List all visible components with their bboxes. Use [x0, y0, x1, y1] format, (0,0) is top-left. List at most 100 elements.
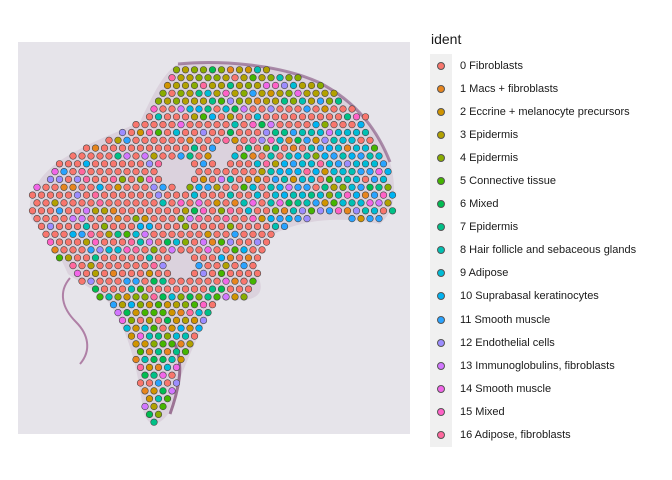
spot	[46, 207, 55, 215]
spot	[348, 168, 356, 176]
spot	[64, 254, 73, 262]
spot	[132, 309, 140, 317]
spot	[226, 128, 235, 137]
spot	[163, 97, 172, 105]
spot	[150, 262, 158, 270]
spot	[87, 230, 95, 238]
spot	[244, 269, 253, 277]
spot	[249, 199, 257, 207]
spot	[204, 293, 212, 301]
spot	[217, 175, 226, 183]
spot	[316, 81, 325, 90]
spot	[87, 277, 95, 285]
spot	[141, 293, 149, 301]
spot	[172, 207, 181, 215]
spot	[96, 230, 104, 238]
spot	[186, 199, 194, 207]
spot	[258, 89, 266, 97]
legend-key	[430, 238, 452, 262]
spot	[78, 199, 86, 207]
spot	[375, 199, 383, 207]
spot	[280, 97, 289, 105]
spot	[343, 128, 352, 137]
spot	[186, 309, 194, 317]
spot	[118, 144, 127, 152]
spot	[141, 183, 149, 191]
spot	[352, 175, 361, 183]
spot	[195, 309, 203, 317]
spot	[163, 348, 172, 356]
spot	[159, 89, 167, 97]
spot	[262, 144, 271, 152]
legend-key	[430, 169, 452, 193]
spot	[78, 168, 86, 176]
spot	[330, 183, 338, 191]
spot	[253, 66, 262, 74]
spot	[105, 262, 113, 270]
spot	[388, 207, 397, 215]
spot	[217, 66, 226, 74]
spot	[163, 144, 172, 152]
spot	[69, 230, 77, 238]
spot	[132, 355, 140, 364]
spot	[96, 152, 104, 160]
spot	[163, 113, 172, 121]
legend-key-dot	[437, 84, 445, 93]
spot	[280, 144, 289, 152]
spot	[127, 316, 136, 325]
spot	[136, 175, 145, 183]
spot	[91, 269, 100, 277]
spot	[163, 81, 172, 90]
spot	[127, 301, 136, 309]
spot	[312, 89, 320, 97]
spot	[78, 152, 86, 160]
spot	[339, 183, 347, 191]
spot	[154, 222, 163, 230]
spot	[231, 246, 239, 254]
spot	[249, 183, 257, 191]
spot	[262, 128, 271, 137]
spot	[190, 285, 199, 293]
spot	[114, 168, 122, 176]
legend-key	[430, 354, 452, 378]
spot	[136, 269, 145, 277]
spot	[289, 207, 298, 215]
spot	[271, 113, 280, 121]
spot	[168, 387, 176, 395]
spot	[91, 285, 100, 293]
spot	[267, 215, 275, 223]
spot	[321, 105, 329, 113]
spot	[42, 215, 50, 223]
spot	[217, 97, 226, 105]
spot	[64, 160, 73, 168]
spot	[154, 379, 163, 387]
spot	[141, 168, 149, 176]
spot	[208, 128, 217, 137]
spot	[199, 207, 208, 215]
spot	[244, 66, 253, 74]
spot	[163, 238, 172, 246]
spot	[87, 168, 95, 176]
legend-key	[430, 215, 452, 239]
spot	[127, 238, 136, 246]
spot	[154, 316, 163, 325]
spot	[352, 144, 361, 152]
spot	[136, 363, 145, 372]
spot	[361, 160, 370, 168]
spot	[136, 301, 145, 309]
spot	[163, 254, 172, 262]
spot	[181, 332, 190, 340]
spot	[91, 160, 100, 168]
spot	[249, 89, 257, 97]
spot	[159, 246, 167, 254]
spot	[114, 230, 122, 238]
spot	[105, 277, 113, 285]
spot	[141, 371, 149, 379]
spot	[141, 230, 149, 238]
spot	[217, 238, 226, 246]
spot	[55, 160, 64, 168]
spot	[258, 136, 266, 144]
spot	[267, 120, 275, 129]
spot	[226, 81, 235, 90]
spot	[145, 207, 154, 215]
